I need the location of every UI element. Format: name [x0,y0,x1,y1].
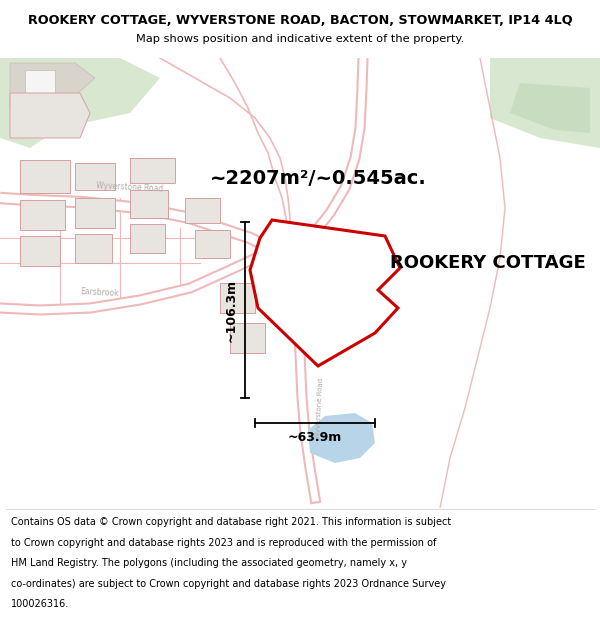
Polygon shape [20,236,60,266]
Polygon shape [185,198,220,223]
Polygon shape [10,93,90,138]
Text: Wyverstone Road: Wyverstone Road [315,378,324,439]
Polygon shape [10,63,95,110]
Text: ~106.3m: ~106.3m [225,279,238,341]
Text: 100026316.: 100026316. [11,599,69,609]
Text: Map shows position and indicative extent of the property.: Map shows position and indicative extent… [136,34,464,44]
Text: ~63.9m: ~63.9m [288,431,342,444]
Text: ROOKERY COTTAGE: ROOKERY COTTAGE [390,254,586,272]
Polygon shape [75,198,115,228]
Text: ROOKERY COTTAGE, WYVERSTONE ROAD, BACTON, STOWMARKET, IP14 4LQ: ROOKERY COTTAGE, WYVERSTONE ROAD, BACTON… [28,14,572,28]
Text: co-ordinates) are subject to Crown copyright and database rights 2023 Ordnance S: co-ordinates) are subject to Crown copyr… [11,579,446,589]
Polygon shape [250,220,400,366]
Polygon shape [20,200,65,230]
Polygon shape [75,234,112,263]
Polygon shape [230,323,265,353]
Text: to Crown copyright and database rights 2023 and is reproduced with the permissio: to Crown copyright and database rights 2… [11,538,436,548]
Polygon shape [130,190,168,218]
Polygon shape [75,163,115,190]
Polygon shape [195,230,230,258]
Polygon shape [20,160,70,193]
Text: Contains OS data © Crown copyright and database right 2021. This information is : Contains OS data © Crown copyright and d… [11,518,451,528]
Polygon shape [25,70,55,93]
Polygon shape [490,58,600,148]
Polygon shape [0,58,160,148]
Text: Wyverstone Road: Wyverstone Road [96,181,164,194]
Polygon shape [130,158,175,183]
Polygon shape [308,413,375,463]
Polygon shape [510,83,590,133]
Polygon shape [220,283,255,313]
Text: Earsbrook: Earsbrook [80,287,119,298]
Polygon shape [130,224,165,253]
Text: HM Land Registry. The polygons (including the associated geometry, namely x, y: HM Land Registry. The polygons (includin… [11,558,407,568]
Text: ~2207m²/~0.545ac.: ~2207m²/~0.545ac. [210,169,427,187]
